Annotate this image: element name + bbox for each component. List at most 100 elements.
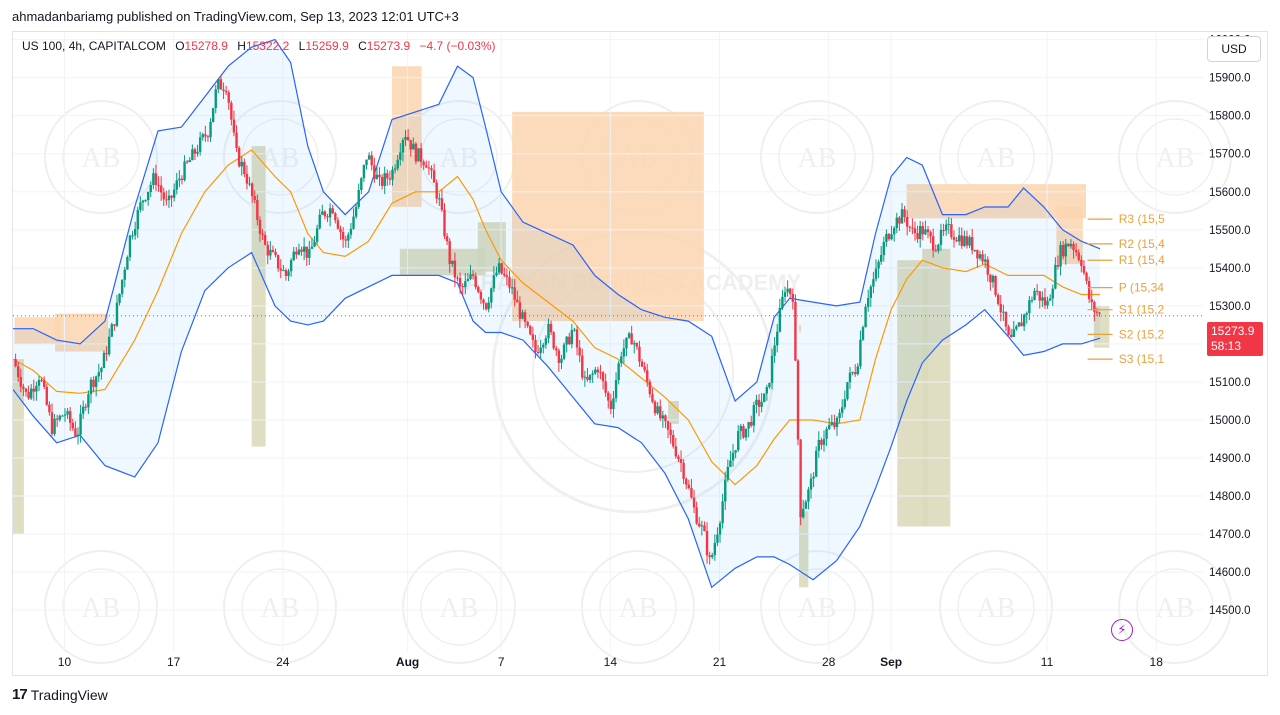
candle-body xyxy=(705,530,709,556)
candle-body xyxy=(679,459,683,463)
candle-body xyxy=(638,346,641,362)
candle-body xyxy=(152,173,155,186)
candle-body xyxy=(664,415,667,422)
candle-body xyxy=(989,274,992,283)
candle-body xyxy=(996,294,1000,304)
candle-body xyxy=(250,183,254,197)
candle-body xyxy=(341,232,345,240)
candle-body xyxy=(622,348,626,357)
candle-body xyxy=(336,220,340,229)
candle-body xyxy=(809,478,813,490)
candle-body xyxy=(427,167,431,169)
candle-body xyxy=(817,439,821,451)
candle-body xyxy=(887,234,891,240)
demand-zone xyxy=(251,146,266,447)
candle-body xyxy=(776,331,779,346)
candle-body xyxy=(92,379,95,387)
candle-body xyxy=(789,288,792,294)
y-tick-label: 14600.0 xyxy=(1209,567,1251,579)
candle-body xyxy=(973,249,976,251)
candle-body xyxy=(464,281,467,288)
price-chart[interactable]: ABABABABABABABABABABABABABABARABIAN BUSI… xyxy=(13,32,1267,675)
watermark-monogram: AB xyxy=(261,143,300,174)
supply-zone xyxy=(55,313,109,352)
watermark-monogram: AB xyxy=(82,143,121,174)
candle-body xyxy=(274,251,277,256)
candle-body xyxy=(596,369,600,373)
candle-body xyxy=(895,217,898,229)
candle-body xyxy=(16,366,20,378)
candle-body xyxy=(666,421,670,430)
candle-body xyxy=(183,161,186,180)
candle-body xyxy=(162,192,165,200)
candle-body xyxy=(1098,312,1101,314)
candle-body xyxy=(960,235,963,246)
candle-body xyxy=(409,140,412,150)
candle-body xyxy=(74,428,77,437)
candle-body xyxy=(594,369,597,374)
watermark-ring xyxy=(599,568,677,646)
candle-body xyxy=(131,235,134,237)
candle-body xyxy=(640,361,644,367)
candle-body xyxy=(648,381,652,395)
y-tick-label: 14500.0 xyxy=(1209,605,1251,617)
candle-body xyxy=(677,456,680,460)
candle-body xyxy=(487,302,490,310)
candle-body xyxy=(882,241,885,255)
candle-body xyxy=(1085,272,1088,281)
candle-body xyxy=(1061,244,1065,257)
candle-body xyxy=(245,174,249,184)
candle-body xyxy=(859,339,862,367)
demand-zone xyxy=(897,260,929,527)
candle-body xyxy=(659,406,662,419)
candle-body xyxy=(918,226,922,240)
tradingview-logo[interactable]: 17 TradingView xyxy=(12,686,108,703)
candle-body xyxy=(539,347,542,353)
candle-body xyxy=(968,237,971,246)
candle-body xyxy=(905,217,909,227)
candle-body xyxy=(302,246,306,252)
high-label: H xyxy=(237,39,246,53)
candle-body xyxy=(544,338,548,345)
candle-body xyxy=(349,228,353,235)
candle-body xyxy=(388,178,392,180)
candle-body xyxy=(581,355,584,378)
lightning-icon[interactable]: ⚡ xyxy=(1111,619,1133,641)
candle-body xyxy=(1020,322,1023,327)
watermark-ring xyxy=(778,568,856,646)
candle-body xyxy=(994,275,997,295)
watermark-monogram: AB xyxy=(977,593,1016,624)
candle-body xyxy=(534,339,537,352)
candle-body xyxy=(474,275,477,288)
candle-body xyxy=(1082,266,1086,273)
candle-body xyxy=(313,241,316,247)
candle-body xyxy=(227,92,230,103)
candle-body xyxy=(40,380,43,382)
candle-body xyxy=(380,177,384,186)
candle-body xyxy=(778,307,782,332)
candle-body xyxy=(508,276,511,288)
candle-body xyxy=(591,373,594,375)
y-tick-label: 15100.0 xyxy=(1209,377,1251,389)
candle-body xyxy=(555,348,558,351)
candle-body xyxy=(27,391,30,399)
candle-body xyxy=(237,147,241,167)
candle-body xyxy=(1035,290,1039,292)
candle-body xyxy=(770,355,774,383)
watermark-ring xyxy=(1136,118,1214,196)
x-tick-label: 18 xyxy=(1150,655,1164,669)
candle-body xyxy=(115,302,119,326)
candle-body xyxy=(924,229,927,235)
watermark-monogram: AB xyxy=(798,593,837,624)
candle-body xyxy=(724,479,727,502)
candle-body xyxy=(822,438,826,445)
candle-body xyxy=(295,251,298,255)
y-tick-label: 15800.0 xyxy=(1209,111,1251,123)
candle-body xyxy=(937,244,940,251)
candle-body xyxy=(201,134,204,138)
demand-zone xyxy=(399,248,486,276)
currency-button[interactable]: USD xyxy=(1207,36,1261,62)
candle-body xyxy=(63,414,67,416)
candle-body xyxy=(726,466,730,480)
chart-pane[interactable]: ABABABABABABABABABABABABABABARABIAN BUSI… xyxy=(12,31,1268,676)
